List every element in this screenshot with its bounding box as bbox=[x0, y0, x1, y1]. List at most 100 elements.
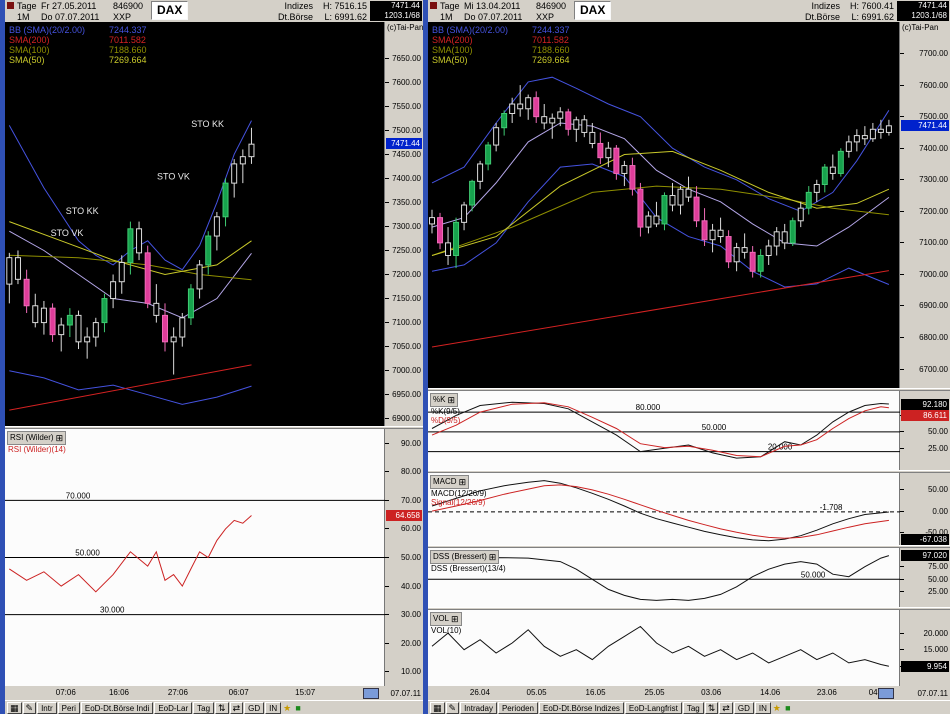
price-chart-left[interactable]: BB (SMA)(20/2.00) 7244.337 SMA(200) 7011.5… bbox=[5, 22, 385, 426]
rsi-legend: RSI (Wilder)(14) bbox=[8, 445, 66, 454]
last-price-tag: 7471.44 bbox=[370, 1, 422, 11]
status-icon[interactable]: ■ bbox=[295, 703, 301, 713]
status-date: 07.07.11 bbox=[917, 689, 948, 698]
volume-legend: VOL(10) bbox=[431, 626, 462, 635]
volume-plot[interactable]: VOL ⊞ VOL(10) bbox=[428, 610, 900, 686]
scrollbar-thumb[interactable] bbox=[878, 688, 894, 699]
stochastic-pane: %K⊞ %K(9/5) %D(9/5) 80.000 50.000 20.000 7… bbox=[428, 391, 950, 470]
bottom-toolbar-right: ▦ ✎ Intraday Perioden EoD-Dt.Börse Indiz… bbox=[428, 700, 950, 714]
symbol-box[interactable]: DAX bbox=[151, 1, 189, 20]
svg-text:80.000: 80.000 bbox=[636, 403, 661, 412]
sma100-label: SMA(100) bbox=[9, 45, 50, 55]
k-legend: %K(9/5) bbox=[431, 407, 460, 416]
swap-icon[interactable]: ⇄ bbox=[719, 702, 733, 714]
indicator-legend: BB (SMA)(20/2.00) 7244.337 SMA(200) 7011.5… bbox=[432, 25, 570, 65]
period-icon bbox=[7, 2, 14, 9]
pane-title-volume: VOL ⊞ bbox=[430, 612, 462, 626]
svg-text:30.000: 30.000 bbox=[100, 606, 125, 615]
tab-eod-indizes[interactable]: EoD-Dt.Börse Indizes bbox=[539, 702, 624, 714]
expand-icon[interactable]: ⊞ bbox=[55, 432, 64, 443]
price-axis-right: (c)Tai-Pan 7700.00 7600.00 7500.00 7400.00 7… bbox=[899, 22, 950, 388]
in-button[interactable]: IN bbox=[265, 702, 282, 714]
start-date: Fr 27.05.2011 bbox=[41, 1, 97, 11]
macd-axis: 50.000.00-50.00-67.038-32.795 bbox=[899, 473, 950, 545]
draw-tool-icon[interactable]: ✎ bbox=[22, 702, 37, 714]
price-axis-left: (c)Tai-Pan 7650.00 7600.00 7550.00 7500.00 7… bbox=[384, 22, 423, 426]
sort-vertical-icon[interactable]: ⇅ bbox=[215, 702, 229, 714]
source-label: Dt.Börse bbox=[804, 12, 840, 22]
chart-type-icon[interactable]: ▦ bbox=[7, 702, 22, 714]
rsi-plot[interactable]: RSI (Wilder) ⊞ RSI (Wilder)(14) 70.000 50.… bbox=[5, 429, 385, 686]
chart-panel-right: Tage Mi 13.04.2011 1M Do 07.07.2011 8469… bbox=[428, 0, 950, 714]
favorite-icon[interactable]: ★ bbox=[772, 703, 781, 713]
sma50-value: 7269.664 bbox=[109, 55, 147, 65]
rsi-axis: 90.00 80.00 70.00 60.00 50.00 40.00 30.00 20.00… bbox=[384, 429, 423, 686]
chart-header-right: Tage Mi 13.04.2011 1M Do 07.07.2011 8469… bbox=[428, 0, 950, 22]
tab-perioden[interactable]: Perioden bbox=[497, 702, 538, 714]
tab-eod-langfrist[interactable]: EoD-Langfrist bbox=[624, 702, 682, 714]
period-select[interactable]: Tag bbox=[682, 702, 704, 714]
symbol-box[interactable]: DAX bbox=[574, 1, 612, 20]
tab-intraday[interactable]: Intr bbox=[37, 702, 57, 714]
price-chart-right[interactable]: BB (SMA)(20/2.00) 7244.337 SMA(200) 7011.5… bbox=[428, 22, 900, 388]
pane-splitter[interactable] bbox=[5, 426, 423, 429]
gd-button[interactable]: GD bbox=[244, 702, 265, 714]
pane-splitter[interactable] bbox=[428, 607, 950, 610]
expand-icon[interactable]: ⊞ bbox=[451, 613, 459, 624]
sort-vertical-icon[interactable]: ⇅ bbox=[704, 702, 719, 714]
pane-title-stochastic: %K ⊞ bbox=[430, 393, 458, 407]
sma100-value: 7188.660 bbox=[532, 45, 570, 55]
expand-icon[interactable]: ⊞ bbox=[447, 394, 455, 405]
svg-text:50.000: 50.000 bbox=[801, 570, 826, 579]
pane-splitter[interactable] bbox=[428, 545, 950, 548]
status-icon[interactable]: ■ bbox=[785, 703, 791, 713]
svg-text:STO KK: STO KK bbox=[191, 119, 224, 129]
source-label: Dt.Börse bbox=[277, 12, 313, 22]
tab-eod-indizes[interactable]: EoD-Dt.Börse Indi bbox=[80, 702, 154, 714]
price-region-right: BB (SMA)(20/2.00) 7244.337 SMA(200) 7011.5… bbox=[428, 22, 950, 388]
expand-icon[interactable]: ⊞ bbox=[488, 551, 497, 562]
tab-eod-langfrist[interactable]: EoD-Lar bbox=[154, 702, 193, 714]
scrollbar-thumb[interactable] bbox=[363, 688, 379, 699]
wkn-number: 846900 bbox=[536, 1, 567, 11]
pane-splitter[interactable] bbox=[428, 470, 950, 473]
bb-label: BB (SMA)(20/2.00) bbox=[432, 25, 509, 35]
exchange-code: XXP bbox=[113, 12, 132, 22]
expand-icon[interactable]: ⊞ bbox=[458, 476, 467, 487]
price-region-left: BB (SMA)(20/2.00) 7244.337 SMA(200) 7011.5… bbox=[5, 22, 423, 426]
chart-type-icon[interactable]: ▦ bbox=[430, 702, 445, 714]
sma100-value: 7188.660 bbox=[109, 45, 147, 55]
sma100-label: SMA(100) bbox=[432, 45, 473, 55]
dss-legend: DSS (Bressert)(13/4) bbox=[431, 564, 506, 573]
end-date: Do 07.07.2011 bbox=[464, 12, 523, 22]
time-axis-left: 07:06 16:06 27:06 06:07 15:07 07.07.11 bbox=[5, 686, 423, 700]
copyright: (c)Tai-Pan bbox=[902, 23, 939, 32]
volume-tag: 1203.1/68 bbox=[370, 11, 422, 21]
swap-icon[interactable]: ⇄ bbox=[229, 702, 244, 714]
panel-divider-middle[interactable] bbox=[423, 0, 428, 714]
pane-splitter[interactable] bbox=[428, 388, 950, 391]
bottom-toolbar-left: ▦ ✎ Intr Peri EoD-Dt.Börse Indi EoD-Lar … bbox=[5, 700, 423, 714]
exchange-code: XXP bbox=[536, 12, 555, 22]
svg-text:-1.708: -1.708 bbox=[820, 503, 843, 512]
last-price-tag: 7471.44 bbox=[897, 1, 949, 11]
tab-intraday[interactable]: Intraday bbox=[460, 702, 497, 714]
bb-value: 7244.337 bbox=[532, 25, 570, 35]
period-select[interactable]: Tag bbox=[193, 702, 215, 714]
in-button[interactable]: IN bbox=[754, 702, 771, 714]
dss-pane: DSS (Bressert) ⊞ DSS (Bressert)(13/4) 50.… bbox=[428, 548, 950, 607]
status-date: 07.07.11 bbox=[390, 689, 421, 698]
tab-perioden[interactable]: Peri bbox=[57, 702, 80, 714]
zoom-range: 1M bbox=[17, 12, 30, 22]
stochastic-plot[interactable]: %K ⊞ %K(9/5) %D(9/5) 80.000 50.000 20.000 bbox=[428, 391, 900, 470]
macd-plot[interactable]: MACD ⊞ MACD(12/26/9) Signal(12/26/9) -1.7… bbox=[428, 473, 900, 545]
time-axis-right: 26.0405.0516.0525.0503.0614.0623.0604.07… bbox=[428, 686, 950, 700]
favorite-icon[interactable]: ★ bbox=[283, 703, 292, 713]
panel-divider-left[interactable] bbox=[0, 0, 5, 714]
gd-button[interactable]: GD bbox=[733, 702, 754, 714]
dss-plot[interactable]: DSS (Bressert) ⊞ DSS (Bressert)(13/4) 50.… bbox=[428, 548, 900, 607]
svg-text:STO VK: STO VK bbox=[51, 228, 84, 238]
indicator-legend: BB (SMA)(20/2.00) 7244.337 SMA(200) 7011.5… bbox=[9, 25, 147, 65]
draw-tool-icon[interactable]: ✎ bbox=[445, 702, 460, 714]
